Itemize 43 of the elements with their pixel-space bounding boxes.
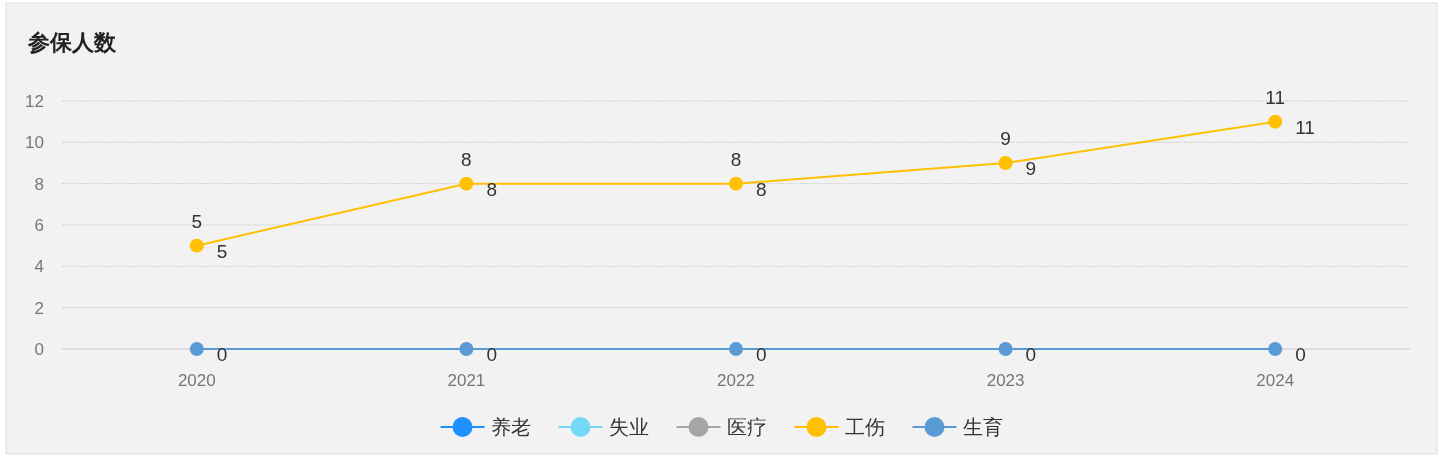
data-label: 8 (461, 148, 472, 170)
point (1268, 114, 1283, 129)
legend-label: 失业 (608, 416, 649, 438)
point (189, 342, 204, 356)
point (729, 176, 743, 191)
legend-label: 工伤 (844, 416, 885, 438)
data-label: 8 (730, 148, 742, 170)
annotation: 5 (216, 240, 228, 262)
x-tick-label: 2023 (986, 371, 1025, 390)
annotation: 11 (1295, 116, 1315, 138)
y-tick-label: 2 (34, 298, 44, 318)
data-label: 0 (216, 344, 228, 365)
data-label: 9 (1000, 128, 1011, 149)
point (998, 342, 1013, 356)
point (459, 342, 474, 356)
data-label: 0 (756, 344, 767, 365)
legend-label: 生育 (962, 416, 1003, 438)
annotation: 8 (756, 178, 767, 200)
data-label: 0 (486, 344, 497, 365)
x-tick-label: 2022 (717, 371, 755, 390)
y-tick-label: 0 (34, 340, 44, 359)
annotation: 9 (1025, 158, 1037, 179)
legend-label: 医疗 (726, 416, 767, 438)
point (459, 176, 474, 191)
point (1268, 342, 1283, 356)
chart-title: 参保人数 (27, 30, 117, 55)
point (189, 238, 204, 253)
point (729, 342, 743, 356)
point (998, 156, 1013, 170)
legend-label: 养老 (490, 416, 531, 438)
x-tick-label: 2021 (447, 371, 486, 390)
data-label: 0 (1025, 344, 1037, 365)
data-label: 11 (1265, 86, 1286, 108)
y-tick-label: 6 (34, 216, 44, 235)
y-tick-label: 12 (25, 92, 44, 111)
x-tick-label: 2024 (1256, 371, 1295, 390)
y-tick-label: 10 (25, 133, 44, 153)
y-tick-label: 4 (34, 257, 44, 277)
data-label: 0 (1295, 344, 1306, 365)
x-tick-label: 2020 (177, 371, 216, 390)
y-tick-label: 8 (34, 174, 44, 194)
annotation: 8 (486, 178, 497, 200)
data-label: 5 (191, 210, 203, 232)
